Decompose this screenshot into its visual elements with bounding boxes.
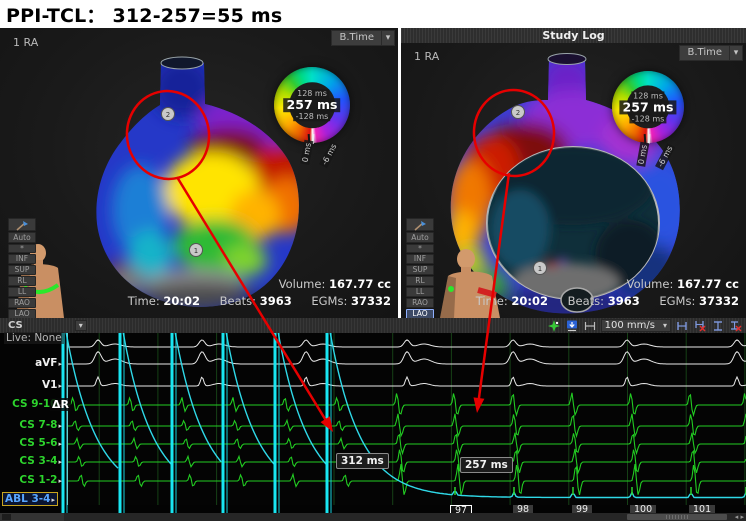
panel-title: Study Log	[401, 28, 746, 43]
star-button[interactable]: *	[406, 244, 434, 253]
auto-button[interactable]: Auto	[406, 232, 434, 243]
view-button-lao[interactable]: LAO	[406, 309, 434, 318]
chevron-down-icon[interactable]: ▾	[730, 45, 743, 61]
label-arrow-icon: ▸	[58, 458, 62, 466]
channel-label-cs12[interactable]: CS 1-2▸	[19, 474, 62, 486]
timeline-beat-99[interactable]: 99	[572, 505, 593, 515]
view-button-rao[interactable]: RAO	[8, 298, 36, 308]
map-panel-right[interactable]: Study Log 1 RA B.Time ▾	[401, 28, 746, 318]
horizontal-scrollbar[interactable]: ◂ ▸	[0, 513, 746, 521]
wheel-center-value: 257 ms	[619, 100, 677, 114]
view-controls-left: Auto * INF SUP RL LL RAO LAO PA AP	[8, 218, 36, 318]
label-arrow-icon: ▸	[58, 440, 62, 448]
map-tag-upper: 2	[161, 107, 175, 121]
sweep-speed-value: 100 mm/s	[604, 320, 655, 331]
scroll-left-icon: ◂	[734, 513, 739, 521]
svg-text:1: 1	[538, 265, 542, 273]
trigger-download-icon[interactable]	[565, 319, 579, 332]
map-stats: Volume: 167.77 cc Time: 20:02 Beats: 396…	[127, 277, 391, 308]
view-button-inf[interactable]: INF	[8, 254, 36, 264]
map-stats: Volume: 167.77 cc Time: 20:02 Beats: 396…	[475, 277, 739, 308]
waveform-plot[interactable]	[0, 318, 746, 521]
view-button-lao[interactable]: LAO	[8, 309, 36, 318]
channel-label-v1[interactable]: V1▸	[42, 379, 62, 391]
auto-button[interactable]: Auto	[8, 232, 36, 243]
wheel-upper-value: 128 ms	[631, 91, 665, 100]
wheel-upper-value: 128 ms	[295, 89, 329, 98]
view-button-ll[interactable]: LL	[406, 287, 434, 297]
live-catheter-label: Live: None	[4, 332, 64, 344]
view-button-rl[interactable]: RL	[8, 276, 36, 286]
map-tag-upper: 2	[511, 105, 525, 119]
waveform-toolbar: CS ▾ 100 mm/s ▾	[0, 318, 746, 333]
map-panel-left[interactable]: 1 RA B.Time ▾	[0, 28, 398, 318]
color-scale-wheel: 128 ms 257 ms -128 ms	[274, 67, 350, 145]
scrollbar-thumb[interactable]	[627, 514, 727, 520]
chevron-down-icon[interactable]: ▾	[382, 30, 395, 46]
label-arrow-icon: ▸	[58, 477, 62, 485]
scroll-right-icon: ▸	[740, 513, 744, 521]
channel-label-cs34[interactable]: CS 3-4▸	[19, 455, 62, 467]
svg-text:1: 1	[194, 247, 198, 255]
time-reference-dropdown[interactable]: B.Time ▾	[679, 45, 743, 61]
label-arrow-icon: ▸	[58, 382, 62, 390]
label-arrow-icon: ▸	[58, 360, 62, 368]
view-button-inf[interactable]: INF	[406, 254, 434, 264]
event-marker-icon[interactable]	[547, 319, 561, 332]
wheel-center-value: 257 ms	[283, 98, 341, 112]
wheel-lower-value: -128 ms	[293, 112, 331, 121]
timeline-beat-98[interactable]: 98	[513, 505, 534, 515]
pick-tool-icon	[414, 221, 426, 231]
scrollbar-arrows[interactable]: ◂ ▸	[735, 513, 744, 521]
v-caliper-icon[interactable]	[711, 319, 725, 332]
page-title: PPI-TCL： 312-257=55 ms	[6, 5, 283, 27]
label-arrow-icon: ▸	[51, 496, 55, 504]
time-reference-dropdown[interactable]: B.Time ▾	[331, 30, 395, 46]
svc-opening	[160, 56, 204, 70]
view-button-sup[interactable]: SUP	[406, 265, 434, 275]
map-name-label: 1 RA	[13, 36, 39, 49]
chevron-down-icon: ▾	[662, 321, 667, 330]
pick-tool-icon	[16, 221, 28, 231]
svc-opening	[547, 53, 587, 65]
signal-source-label[interactable]: CS	[8, 320, 23, 331]
v-caliper-delete-icon[interactable]	[729, 319, 743, 332]
scrollbar-corner	[0, 513, 64, 521]
delta-r-marker: ΔR	[50, 398, 71, 411]
measurement-tcl[interactable]: 257 ms	[460, 457, 513, 473]
map-tool-button[interactable]	[8, 218, 36, 231]
channel-label-cs78[interactable]: CS 7-8▸	[19, 419, 62, 431]
view-button-rl[interactable]: RL	[406, 276, 434, 286]
waveform-panel: CS ▾ 100 mm/s ▾	[0, 318, 746, 521]
measurement-ppi[interactable]: 312 ms	[336, 453, 389, 469]
wheel-lower-value: -128 ms	[629, 114, 667, 123]
caliper-icon[interactable]	[583, 319, 597, 332]
map-tag-lower: 1	[533, 261, 547, 275]
view-button-ll[interactable]: LL	[8, 287, 36, 297]
svg-text:2: 2	[166, 111, 170, 119]
label-arrow-icon: ▸	[58, 422, 62, 430]
channel-label-cs56[interactable]: CS 5-6▸	[19, 437, 62, 449]
timeline-beat-101[interactable]: 101	[689, 505, 716, 515]
signal-source-dropdown[interactable]: ▾	[74, 320, 87, 331]
map-tag-lower: 1	[189, 243, 203, 257]
map-tool-button[interactable]	[406, 218, 434, 231]
h-caliper-icon[interactable]	[675, 319, 689, 332]
channel-label-abl34[interactable]: ABL 3-4▸	[2, 492, 58, 506]
color-scale-wheel: 128 ms 257 ms -128 ms	[612, 71, 684, 145]
view-button-rao[interactable]: RAO	[406, 298, 434, 308]
timeline-beat-100[interactable]: 100	[630, 505, 657, 515]
svg-text:2: 2	[516, 109, 520, 117]
h-caliper-delete-icon[interactable]	[693, 319, 707, 332]
star-button[interactable]: *	[8, 244, 36, 253]
channel-label-avf[interactable]: aVF▸	[35, 357, 62, 369]
view-controls-right: Auto * INF SUP RL LL RAO LAO PA AP	[406, 218, 434, 318]
sweep-speed-dropdown[interactable]: 100 mm/s ▾	[600, 319, 671, 332]
map-name-label: 1 RA	[414, 50, 440, 63]
view-button-sup[interactable]: SUP	[8, 265, 36, 275]
